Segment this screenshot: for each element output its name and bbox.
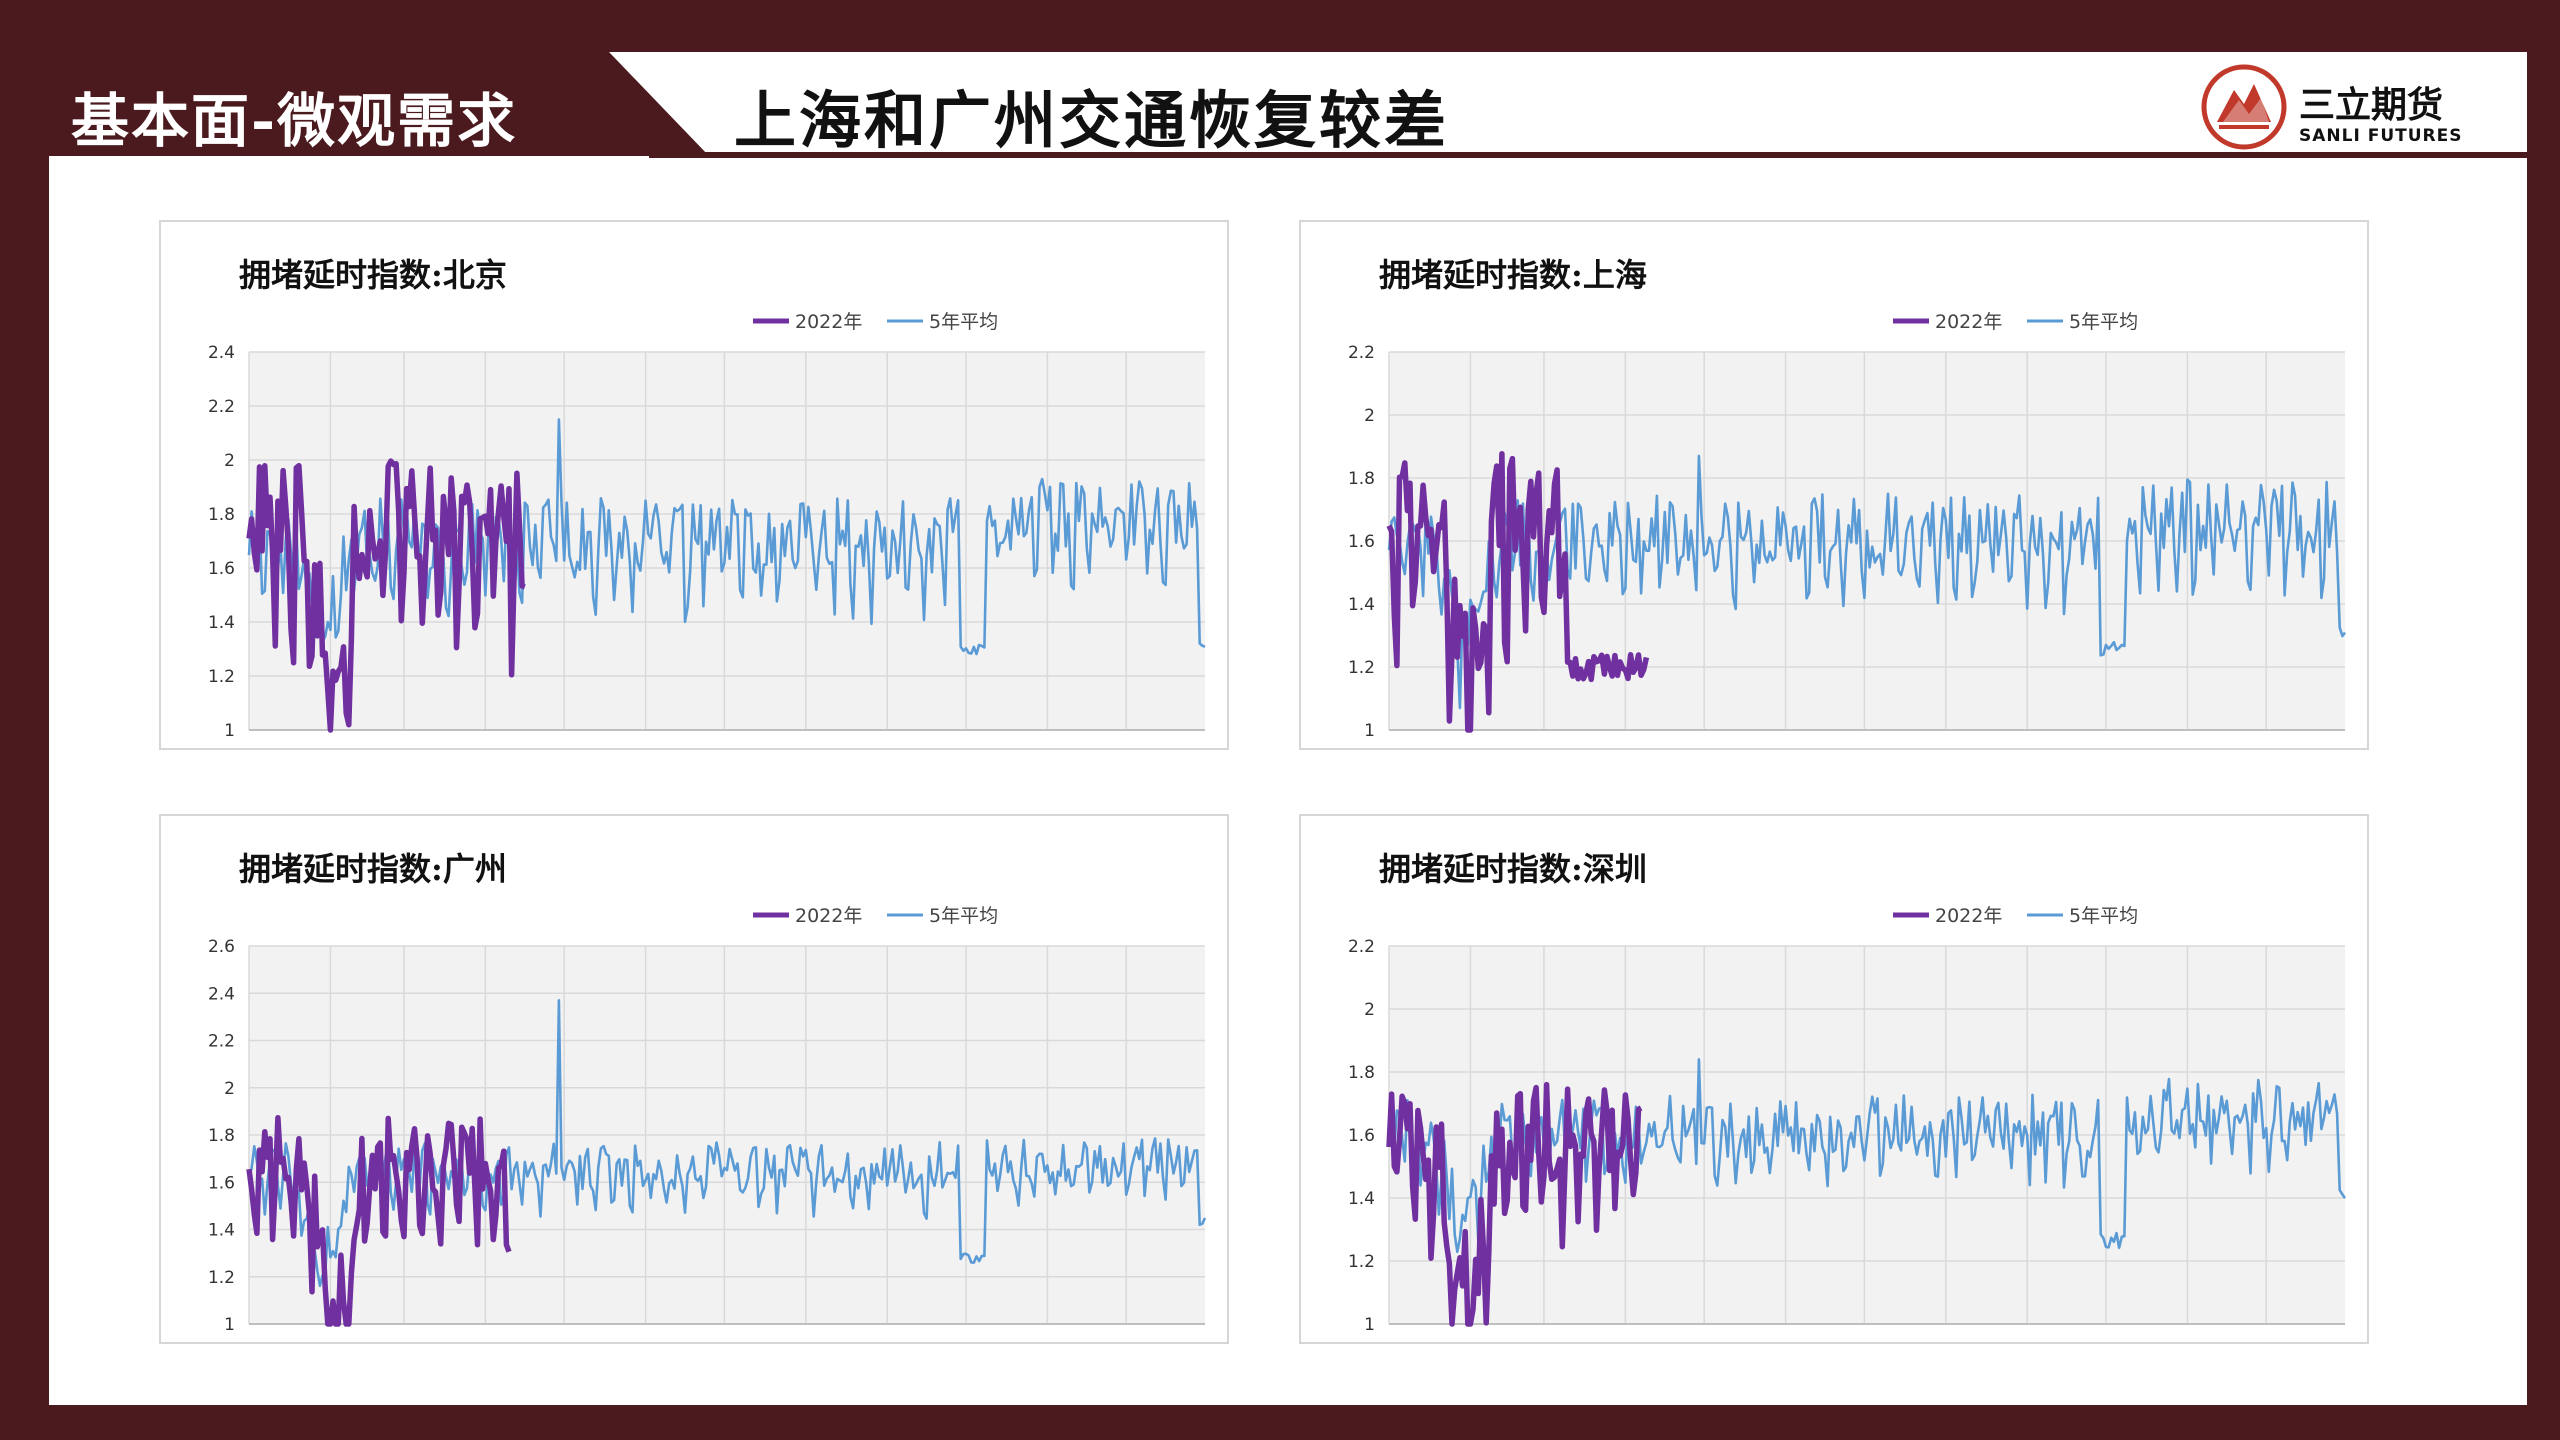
y-tick-label: 2 — [1364, 406, 1375, 426]
chart-guangzhou: 拥堵延时指数:广州 2022年 5年平均 1 1.2 1.4 1.6 1.8 2 2.2 2.4 2.… — [208, 850, 1207, 1335]
y-tick-label: 1.4 — [208, 613, 235, 633]
chart-title: 拥堵延时指数:北京 — [239, 256, 507, 294]
series-line-2022 — [1386, 450, 1650, 733]
chart-title: 拥堵延时指数:上海 — [1379, 256, 1647, 294]
y-tick-label: 1.8 — [1348, 469, 1375, 489]
logo-text-en: SANLI FUTURES — [2299, 126, 2463, 146]
y-tick-label: 1.8 — [208, 1126, 235, 1146]
legend-label-5yr: 5年平均 — [2069, 905, 2138, 927]
y-tick-label: 2.4 — [208, 343, 235, 363]
y-tick-label: 2.2 — [1348, 937, 1375, 957]
series-line-2022 — [1386, 1081, 1643, 1327]
logo-text-cn: 三立期货 — [2299, 85, 2444, 126]
legend-label-2022: 2022年 — [795, 905, 862, 927]
y-tick-label: 2 — [224, 451, 235, 471]
chart-panel-beijing: 拥堵延时指数:北京2022年5年平均11.21.41.61.822.22.41/… — [159, 220, 1229, 750]
y-tick-label: 1.6 — [208, 1173, 235, 1193]
y-tick-label: 2.6 — [208, 937, 235, 957]
y-tick-label: 2.2 — [1348, 343, 1375, 363]
legend-label-5yr: 5年平均 — [929, 311, 998, 333]
chart-title: 拥堵延时指数:深圳 — [1379, 850, 1647, 888]
chart-panel-guangzhou: 拥堵延时指数:广州 2022年 5年平均 1 1.2 1.4 1.6 1.8 2 2.2 2.4 2.… — [159, 814, 1229, 1344]
slide-canvas: 基本面-微观需求 上海和广州交通恢复较差 三立期货 SANLI FUTURES … — [49, 52, 2527, 1405]
series-line-2022 — [246, 1115, 512, 1327]
y-tick-label: 2 — [224, 1079, 235, 1099]
y-tick-label: 1.2 — [1348, 658, 1375, 678]
y-tick-label: 1 — [224, 721, 235, 741]
legend-label-2022: 2022年 — [795, 311, 862, 333]
y-tick-label: 1.6 — [1348, 1126, 1375, 1146]
y-tick-label: 1.6 — [208, 559, 235, 579]
legend-label-5yr: 5年平均 — [2069, 311, 2138, 333]
chart-panel-shanghai: 拥堵延时指数:上海2022年5年平均11.21.41.61.822.21/12/… — [1299, 220, 2369, 750]
legend-label-2022: 2022年 — [1935, 905, 2002, 927]
sanli-mountain-icon — [2201, 64, 2287, 150]
legend-label-5yr: 5年平均 — [929, 905, 998, 927]
chart-beijing: 拥堵延时指数:北京2022年5年平均11.21.41.61.822.22.41/… — [208, 256, 1206, 741]
y-tick-label: 1.4 — [1348, 1189, 1375, 1209]
page-title: 上海和广州交通恢复较差 — [734, 84, 1450, 157]
y-tick-label: 1 — [1364, 721, 1375, 741]
y-tick-label: 1.8 — [208, 505, 235, 525]
y-tick-label: 1.4 — [208, 1221, 235, 1241]
series-line-5yr-avg — [247, 418, 1206, 656]
y-tick-label: 2.2 — [208, 397, 235, 417]
y-tick-label: 1.2 — [208, 667, 235, 687]
legend-label-2022: 2022年 — [1935, 311, 2002, 333]
chart-shanghai: 拥堵延时指数:上海2022年5年平均11.21.41.61.822.21/12/… — [1348, 256, 2347, 741]
y-tick-label: 1.2 — [208, 1268, 235, 1288]
y-tick-label: 1.4 — [1348, 595, 1375, 615]
chart-title: 拥堵延时指数:广州 — [239, 850, 507, 888]
y-tick-label: 1.8 — [1348, 1063, 1375, 1083]
y-tick-label: 2 — [1364, 1000, 1375, 1020]
y-tick-label: 1 — [224, 1315, 235, 1335]
chart-panel-shenzhen: 拥堵延时指数:深圳2022年5年平均11.21.41.61.822.21/12/… — [1299, 814, 2369, 1344]
chart-shenzhen: 拥堵延时指数:深圳2022年5年平均11.21.41.61.822.21/12/… — [1348, 850, 2347, 1335]
sanli-logo: 三立期货 SANLI FUTURES — [2199, 62, 2499, 152]
header-rule — [649, 152, 2527, 158]
series-line-2022 — [246, 458, 526, 733]
y-tick-label: 2.2 — [208, 1032, 235, 1052]
section-tab: 基本面-微观需求 — [49, 52, 709, 156]
y-tick-label: 1 — [1364, 1315, 1375, 1335]
section-title: 基本面-微观需求 — [71, 87, 518, 155]
y-tick-label: 2.4 — [208, 984, 235, 1004]
y-tick-label: 1.2 — [1348, 1252, 1375, 1272]
y-tick-label: 1.6 — [1348, 532, 1375, 552]
